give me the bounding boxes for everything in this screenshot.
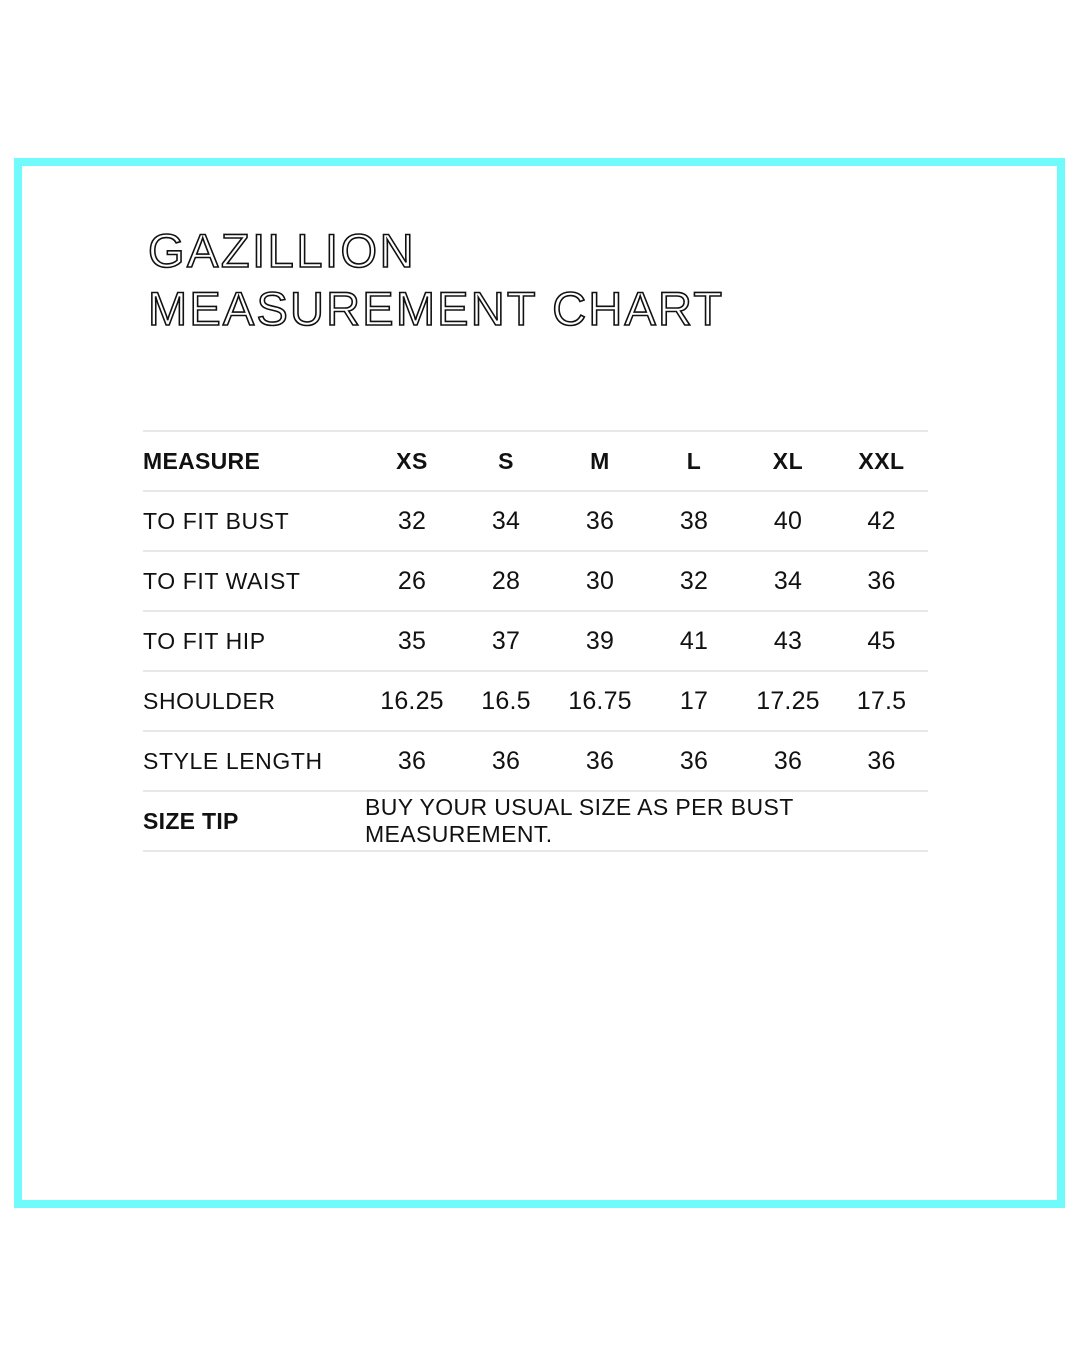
table-row: TO FIT WAIST 26 28 30 32 34 36 <box>143 551 928 611</box>
cell-bust-m: 36 <box>553 491 647 551</box>
table-row: STYLE LENGTH 36 36 36 36 36 36 <box>143 731 928 791</box>
cell-hip-xs: 35 <box>365 611 459 671</box>
cell-style-length-m: 36 <box>553 731 647 791</box>
cell-bust-s: 34 <box>459 491 553 551</box>
cell-hip-xxl: 45 <box>835 611 928 671</box>
table-header-row: MEASURE XS S M L XL XXL <box>143 431 928 491</box>
cell-style-length-xs: 36 <box>365 731 459 791</box>
cell-bust-xl: 40 <box>741 491 835 551</box>
row-label-style-length: STYLE LENGTH <box>143 731 365 791</box>
table-footer-row: SIZE TIP BUY YOUR USUAL SIZE AS PER BUST… <box>143 791 928 851</box>
row-label-shoulder: SHOULDER <box>143 671 365 731</box>
cell-style-length-xl: 36 <box>741 731 835 791</box>
cell-style-length-s: 36 <box>459 731 553 791</box>
cell-waist-m: 30 <box>553 551 647 611</box>
cell-hip-l: 41 <box>647 611 741 671</box>
row-label-hip: TO FIT HIP <box>143 611 365 671</box>
title-line-subtitle: MEASUREMENT CHART <box>148 280 948 338</box>
cell-shoulder-xl: 17.25 <box>741 671 835 731</box>
column-header-xxl: XXL <box>835 431 928 491</box>
table-row: SHOULDER 16.25 16.5 16.75 17 17.25 17.5 <box>143 671 928 731</box>
column-header-measure: MEASURE <box>143 431 365 491</box>
column-header-xs: XS <box>365 431 459 491</box>
cell-waist-l: 32 <box>647 551 741 611</box>
cell-hip-xl: 43 <box>741 611 835 671</box>
column-header-xl: XL <box>741 431 835 491</box>
cell-hip-s: 37 <box>459 611 553 671</box>
cell-shoulder-s: 16.5 <box>459 671 553 731</box>
cell-bust-xs: 32 <box>365 491 459 551</box>
cell-waist-xs: 26 <box>365 551 459 611</box>
cell-hip-m: 39 <box>553 611 647 671</box>
row-label-size-tip: SIZE TIP <box>143 791 365 851</box>
table-row: TO FIT HIP 35 37 39 41 43 45 <box>143 611 928 671</box>
page-title: GAZILLION MEASUREMENT CHART <box>148 222 948 338</box>
cell-waist-xxl: 36 <box>835 551 928 611</box>
measurement-table: MEASURE XS S M L XL XXL TO FIT BUST 32 3… <box>143 430 928 852</box>
size-tip-text: BUY YOUR USUAL SIZE AS PER BUST MEASUREM… <box>365 791 928 851</box>
cell-shoulder-xs: 16.25 <box>365 671 459 731</box>
title-line-brand: GAZILLION <box>148 222 948 280</box>
cell-shoulder-xxl: 17.5 <box>835 671 928 731</box>
cell-shoulder-l: 17 <box>647 671 741 731</box>
cell-style-length-xxl: 36 <box>835 731 928 791</box>
column-header-m: M <box>553 431 647 491</box>
column-header-l: L <box>647 431 741 491</box>
cell-waist-s: 28 <box>459 551 553 611</box>
cell-bust-l: 38 <box>647 491 741 551</box>
table-row: TO FIT BUST 32 34 36 38 40 42 <box>143 491 928 551</box>
column-header-s: S <box>459 431 553 491</box>
cell-waist-xl: 34 <box>741 551 835 611</box>
cell-bust-xxl: 42 <box>835 491 928 551</box>
row-label-waist: TO FIT WAIST <box>143 551 365 611</box>
cell-shoulder-m: 16.75 <box>553 671 647 731</box>
cell-style-length-l: 36 <box>647 731 741 791</box>
row-label-bust: TO FIT BUST <box>143 491 365 551</box>
